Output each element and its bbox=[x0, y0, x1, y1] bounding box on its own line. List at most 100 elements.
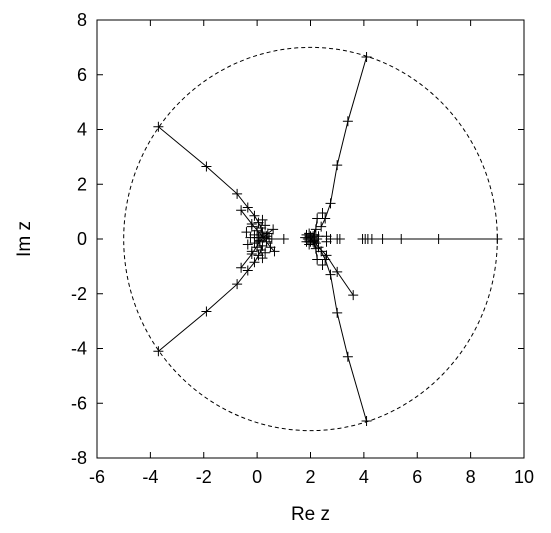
series-11 bbox=[241, 214, 275, 264]
data-point bbox=[241, 227, 252, 238]
data-point bbox=[492, 234, 503, 244]
data-point bbox=[325, 198, 336, 209]
data-point bbox=[357, 234, 368, 244]
y-axis-label: Im z bbox=[14, 221, 35, 257]
data-point bbox=[310, 224, 321, 235]
data-point bbox=[261, 236, 272, 247]
data-point bbox=[260, 220, 271, 231]
series-1 bbox=[153, 240, 268, 357]
x-tick-label: 10 bbox=[514, 467, 534, 487]
data-point bbox=[312, 234, 323, 244]
data-point bbox=[268, 224, 279, 235]
data-point bbox=[242, 239, 253, 250]
data-point bbox=[361, 416, 372, 427]
x-tick-label: -6 bbox=[89, 467, 105, 487]
data-point bbox=[342, 116, 353, 127]
x-tick-label: 6 bbox=[412, 467, 422, 487]
data-point bbox=[321, 250, 332, 261]
data-point bbox=[242, 202, 253, 213]
data-point bbox=[317, 260, 328, 271]
data-point bbox=[302, 234, 313, 244]
y-tick-label: 2 bbox=[77, 174, 87, 194]
data-point bbox=[257, 214, 268, 225]
y-tick-label: -4 bbox=[71, 339, 87, 359]
data-point bbox=[309, 229, 320, 240]
data-point bbox=[201, 161, 212, 172]
data-point bbox=[321, 236, 332, 247]
x-tick-label: 2 bbox=[305, 467, 315, 487]
data-point bbox=[232, 188, 243, 199]
data-point bbox=[308, 235, 319, 246]
data-point bbox=[396, 234, 407, 244]
series-2 bbox=[316, 51, 372, 232]
data-point bbox=[236, 262, 247, 273]
y-tick-label: -6 bbox=[71, 393, 87, 413]
x-tick-label: -4 bbox=[142, 467, 158, 487]
data-point bbox=[310, 238, 321, 249]
series-0 bbox=[153, 121, 268, 238]
data-point bbox=[306, 232, 317, 243]
data-point bbox=[242, 265, 253, 276]
data-point bbox=[252, 242, 263, 253]
data-point bbox=[312, 254, 323, 265]
series-line bbox=[320, 251, 367, 422]
data-point bbox=[201, 306, 212, 317]
data-point bbox=[312, 213, 323, 224]
data-point bbox=[348, 290, 359, 301]
series-4 bbox=[357, 234, 503, 244]
data-point bbox=[252, 225, 263, 236]
y-tick-label: 8 bbox=[77, 10, 87, 30]
series-13 bbox=[317, 207, 345, 271]
data-point bbox=[249, 238, 260, 249]
data-point bbox=[253, 217, 264, 228]
data-point bbox=[257, 240, 268, 251]
data-point bbox=[153, 121, 164, 132]
y-tick-label: -8 bbox=[71, 448, 87, 468]
x-axis-label: Re z bbox=[291, 504, 330, 525]
data-point bbox=[153, 346, 164, 357]
data-point bbox=[361, 51, 372, 62]
data-point bbox=[246, 246, 257, 257]
data-point bbox=[262, 228, 273, 239]
data-point bbox=[269, 246, 280, 257]
data-point bbox=[433, 234, 444, 244]
data-point bbox=[253, 250, 264, 261]
data-point bbox=[256, 244, 267, 255]
data-point bbox=[249, 257, 260, 268]
x-tick-label: 4 bbox=[359, 467, 369, 487]
y-tick-label: -2 bbox=[71, 284, 87, 304]
data-point bbox=[236, 205, 247, 216]
x-tick-label: -2 bbox=[196, 467, 212, 487]
plot-frame bbox=[96, 19, 525, 459]
data-point bbox=[254, 235, 265, 246]
data-point bbox=[304, 239, 315, 250]
series-line bbox=[320, 56, 367, 227]
data-point bbox=[232, 279, 243, 290]
data-point bbox=[317, 207, 328, 218]
data-point bbox=[304, 228, 315, 239]
data-point bbox=[325, 269, 336, 280]
data-point bbox=[377, 234, 388, 244]
data-point bbox=[332, 266, 343, 277]
data-point bbox=[332, 160, 343, 171]
series-3 bbox=[316, 246, 372, 427]
y-tick-label: 0 bbox=[77, 229, 87, 249]
data-point bbox=[334, 234, 345, 244]
y-tick-label: 4 bbox=[77, 120, 87, 140]
data-point bbox=[253, 232, 264, 243]
x-tick-label: 8 bbox=[466, 467, 476, 487]
data-point bbox=[332, 307, 343, 318]
data-point bbox=[249, 210, 260, 221]
data-point bbox=[342, 351, 353, 362]
x-tick-label: 0 bbox=[252, 467, 262, 487]
series-layer bbox=[153, 51, 503, 427]
data-point bbox=[316, 221, 327, 232]
y-tick-label: 6 bbox=[77, 65, 87, 85]
data-point bbox=[278, 234, 289, 244]
data-point bbox=[305, 236, 316, 247]
data-point bbox=[257, 253, 268, 264]
data-point bbox=[316, 246, 327, 257]
